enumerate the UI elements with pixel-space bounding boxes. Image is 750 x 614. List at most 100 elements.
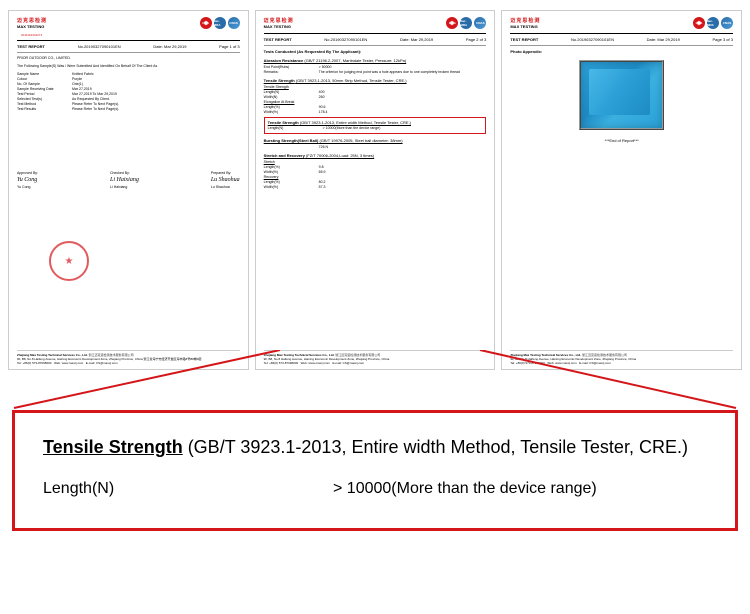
v-sample-name: Knitted Fabric bbox=[72, 72, 240, 76]
stretch-wid-v: 65.9 bbox=[319, 170, 487, 174]
end-of-report: ***End of Report*** bbox=[510, 138, 733, 143]
ts1-elong: Elongation At Break bbox=[264, 100, 487, 104]
cert-badges: CMA ilac-MRA CNAS bbox=[200, 17, 240, 29]
abrasion-v: > 50000 bbox=[319, 65, 487, 69]
page-header: 迈克思检测 MAX TESTING CMA ilac-MRA CNAS bbox=[17, 17, 240, 29]
ts2-len-v: > 10000(More than the device range) bbox=[323, 126, 483, 130]
logo: 迈克思检测 MAX TESTING bbox=[264, 17, 294, 29]
ilac-badge-icon: ilac-MRA bbox=[707, 17, 719, 29]
cma-badge-icon: CMA bbox=[693, 17, 705, 29]
callout-title: Tensile Strength (GB/T 3923.1-2013, Enti… bbox=[43, 437, 707, 458]
callout-title-rest: (GB/T 3923.1-2013, Entire width Method, … bbox=[183, 437, 688, 457]
ilac-badge-icon: ilac-MRA bbox=[460, 17, 472, 29]
v-testsreq: As Requested By Client. bbox=[72, 97, 240, 101]
report-number: 20190327090101EN bbox=[84, 44, 121, 49]
ts1-elen-v: 90.6 bbox=[319, 105, 487, 109]
burst-std: (GB/T 19976-2005, Steel ball diameter: 3… bbox=[319, 138, 402, 143]
cnas-badge-icon: CNAS bbox=[228, 17, 240, 29]
ts2-std: (GB/T 3923.1-2013, Entire width Method, … bbox=[300, 120, 411, 125]
checked-by-label: Checked By: bbox=[110, 171, 139, 175]
cnas-badge-icon: CNAS bbox=[474, 17, 486, 29]
red-stamp-icon bbox=[49, 241, 89, 281]
report-title-row: TEST REPORT No.20190327090101EN Date: Ma… bbox=[510, 33, 733, 42]
callout-box: Tensile Strength (GB/T 3923.1-2013, Enti… bbox=[12, 410, 738, 531]
approved-name: Yu Cong bbox=[17, 185, 38, 189]
k-nosample: No. Of Sample bbox=[17, 82, 72, 86]
cert-badges: CMA ilac-MRA CNAS bbox=[693, 17, 733, 29]
stretch-len-k: Length(%) bbox=[264, 165, 319, 169]
cert-badges: CMA ilac-MRA CNAS bbox=[446, 17, 486, 29]
page-header: 迈克思检测 MAX TESTING CMA ilac-MRA CNAS bbox=[264, 17, 487, 29]
prepared-name: Lu Shaohua bbox=[211, 185, 240, 189]
v-testresults: Please Refer To Next Page(s). bbox=[72, 107, 240, 111]
prepared-by-label: Prepared By: bbox=[211, 171, 240, 175]
stretch-title: Stretch and Recovery bbox=[264, 153, 305, 158]
ts1-ewid-v: 178.4 bbox=[319, 110, 487, 114]
k-recvdate: Sample Receiving Date bbox=[17, 87, 72, 91]
ts1-ewid-k: Width(%) bbox=[264, 110, 319, 114]
v-recvdate: Mar 27,2019 bbox=[72, 87, 240, 91]
checked-name: Li Haixiang bbox=[110, 185, 139, 189]
ts1-elen-k: Length(%) bbox=[264, 105, 319, 109]
callout-connector-lines bbox=[0, 370, 750, 410]
ts1-len-v: 400 bbox=[319, 90, 487, 94]
page-indicator: Page 2 of 3 bbox=[466, 37, 486, 42]
v-testperiod: Mar 27,2019 To Mar 29,2019 bbox=[72, 92, 240, 96]
stretch-wid-k: Width(%) bbox=[264, 170, 319, 174]
recovery-len-v: 80.2 bbox=[319, 180, 487, 184]
cma-badge-icon: CMA bbox=[446, 17, 458, 29]
abrasion-remark-v: The criterion for judging end point was … bbox=[319, 70, 487, 74]
v-testmethod: Please Refer To Next Page(s). bbox=[72, 102, 240, 106]
report-page-2: 迈克思检测 MAX TESTING CMA ilac-MRA CNAS TEST… bbox=[255, 10, 496, 370]
date-label: Date: bbox=[153, 44, 163, 49]
callout-title-bold: Tensile Strength bbox=[43, 437, 183, 457]
company-name: PRIOR OUTDOOR CO., LIMITED. bbox=[17, 56, 240, 60]
k-colour: Colour bbox=[17, 77, 72, 81]
abrasion-std: (GB/T 21196.2-2007, Martindale Tester, P… bbox=[304, 58, 406, 63]
cert-number: 2011101342271 bbox=[21, 33, 240, 37]
cnas-badge-icon: CNAS bbox=[721, 17, 733, 29]
approved-sig: Yu Cong bbox=[17, 177, 38, 183]
burst-v: 726 N bbox=[319, 145, 487, 149]
page-header: 迈克思检测 MAX TESTING CMA ilac-MRA CNAS bbox=[510, 17, 733, 29]
recovery-len-k: Length(%) bbox=[264, 180, 319, 184]
checked-sig: Li Haixiang bbox=[110, 177, 139, 183]
signature-row: Approved By: Yu Cong Yu Cong Checked By:… bbox=[17, 171, 240, 189]
ts1-title: Tensile Strength bbox=[264, 78, 295, 83]
k-testmethod: Test Method bbox=[17, 102, 72, 106]
recovery-wid-v: 57.3 bbox=[319, 185, 487, 189]
ts1-wid-k: Width(N) bbox=[264, 95, 319, 99]
report-title: TEST REPORT bbox=[17, 44, 45, 49]
photo-appendix-heading: Photo Appendix: bbox=[510, 49, 733, 54]
ts1-len-k: Length(N) bbox=[264, 90, 319, 94]
page-indicator: Page 3 of 3 bbox=[713, 37, 733, 42]
ts1-wid-v: 260 bbox=[319, 95, 487, 99]
callout-data: Length(N) > 10000(More than the device r… bbox=[43, 480, 707, 498]
logo-en: MAX TESTING bbox=[17, 24, 47, 29]
report-title-row: TEST REPORT No.20190327090101EN Date: Ma… bbox=[17, 40, 240, 49]
intro-text: The Following Sample(S) Was / Were Submi… bbox=[17, 64, 240, 68]
ts1-sub: Tensile Strength bbox=[264, 85, 487, 89]
recovery-sub: Recovery bbox=[264, 175, 487, 179]
callout-key: Length(N) bbox=[43, 480, 333, 498]
recovery-wid-k: Width(%) bbox=[264, 185, 319, 189]
burst-title: Bursting Strength(Steel Ball) bbox=[264, 138, 319, 143]
tests-conducted-heading: Tests Conducted (As Requested By The App… bbox=[264, 49, 487, 54]
report-page-3: 迈克思检测 MAX TESTING CMA ilac-MRA CNAS TEST… bbox=[501, 10, 742, 370]
ts2-title: Tensile Strength bbox=[268, 120, 299, 125]
prepared-sig: Lu Shaohua bbox=[211, 177, 240, 183]
stretch-sub: Stretch bbox=[264, 160, 487, 164]
stretch-len-v: 9.8 bbox=[319, 165, 487, 169]
k-testperiod: Test Period bbox=[17, 92, 72, 96]
highlighted-tensile-row: Tensile Strength (GB/T 3923.1-2013, Enti… bbox=[264, 117, 487, 134]
approved-by-label: Approved By: bbox=[17, 171, 38, 175]
k-testresults: Test Results bbox=[17, 107, 72, 111]
report-title-row: TEST REPORT No.20190327090101EN Date: Ma… bbox=[264, 33, 487, 42]
page-indicator: Page 1 of 3 bbox=[219, 44, 239, 49]
v-colour: Purple bbox=[72, 77, 240, 81]
report-date: Mar 29,2019 bbox=[164, 44, 186, 49]
ts1-std: (GB/T 3923.1-2013, 50mm Strip Method, Te… bbox=[296, 78, 407, 83]
logo-cn: 迈克思检测 bbox=[17, 17, 47, 24]
k-testsreq: Selected Test(s) bbox=[17, 97, 72, 101]
abrasion-k: End Point(Rubs) bbox=[264, 65, 319, 69]
